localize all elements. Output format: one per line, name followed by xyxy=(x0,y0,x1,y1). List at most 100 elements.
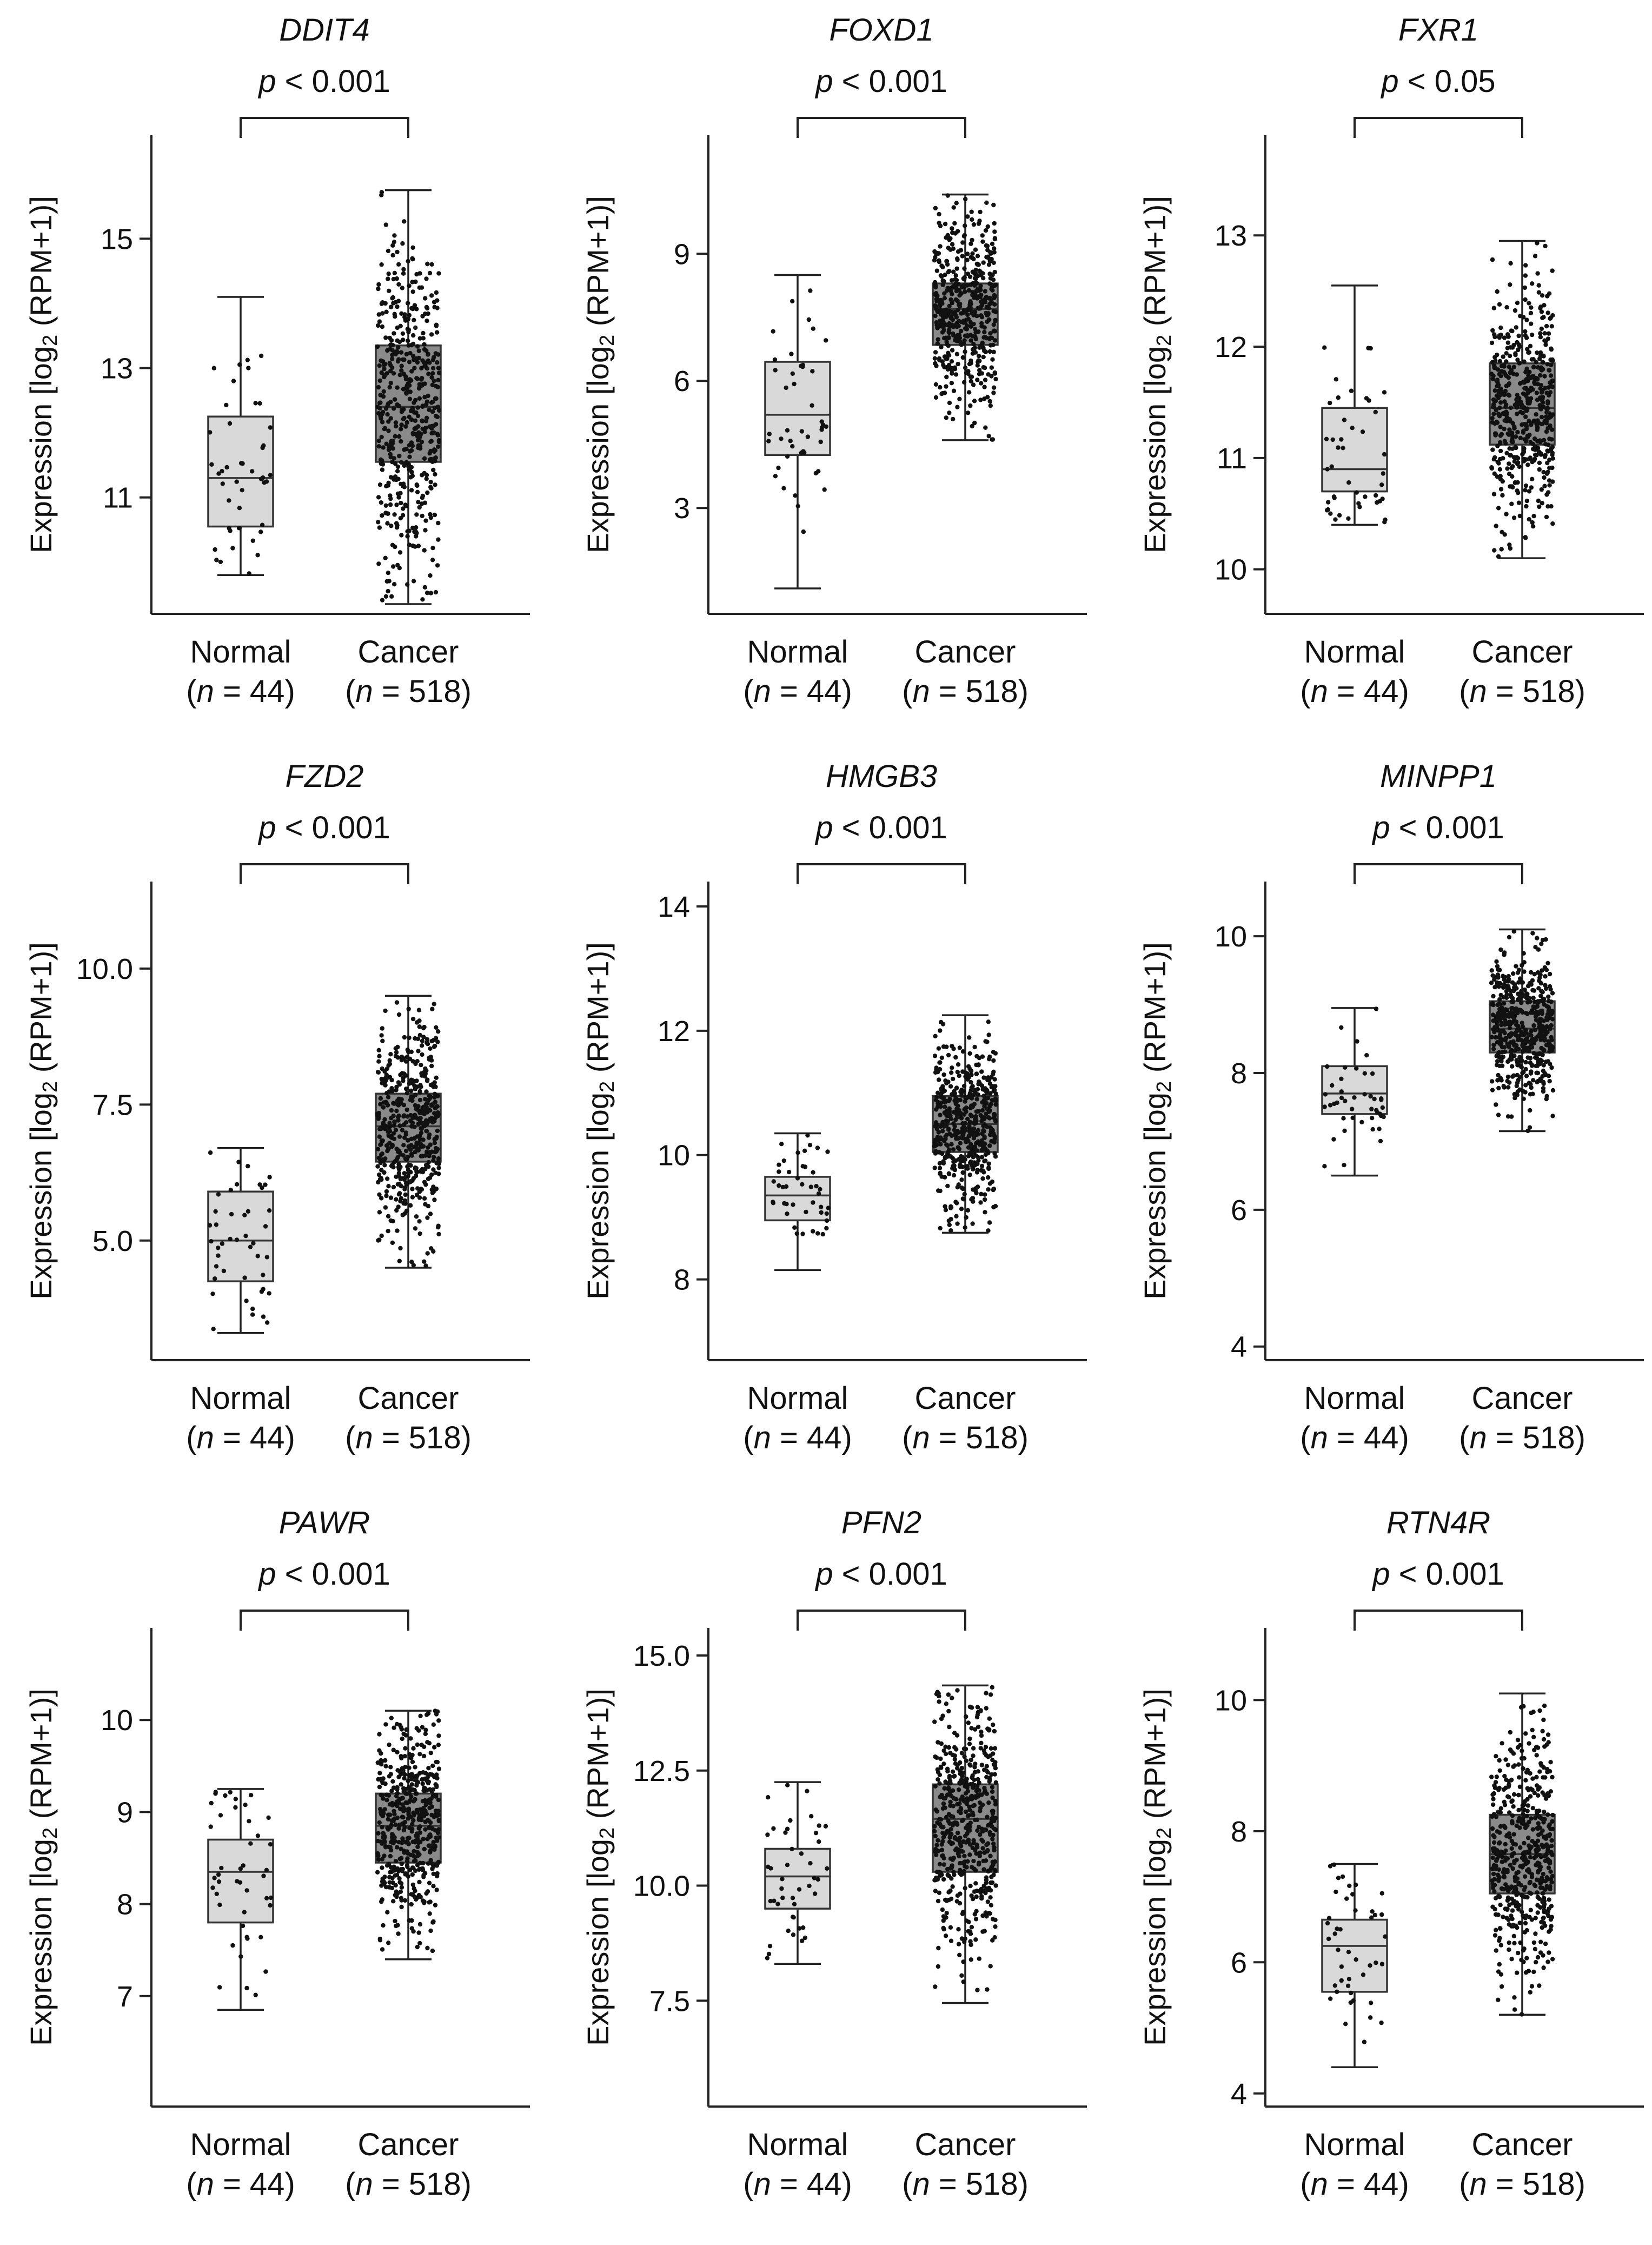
data-point xyxy=(209,462,214,467)
data-point xyxy=(416,544,421,548)
data-point xyxy=(991,1112,997,1117)
data-point xyxy=(1491,492,1497,496)
data-point xyxy=(1353,1908,1358,1913)
data-point xyxy=(402,1187,407,1191)
data-point xyxy=(413,1791,419,1796)
data-point xyxy=(427,407,432,412)
data-point xyxy=(384,579,389,584)
data-point xyxy=(1370,1071,1375,1076)
data-point xyxy=(965,1823,970,1828)
data-point xyxy=(379,193,384,197)
data-point xyxy=(1377,1127,1382,1131)
y-label-subscript: 2 xyxy=(1153,1081,1176,1092)
n-open: ( xyxy=(186,674,196,709)
data-point xyxy=(428,1899,433,1904)
data-point xyxy=(1498,325,1503,330)
data-point xyxy=(989,365,994,370)
p-value-text: < 0.001 xyxy=(833,810,947,845)
data-point xyxy=(1536,1078,1541,1083)
data-point xyxy=(1374,1006,1379,1011)
data-point xyxy=(426,311,430,316)
data-point xyxy=(428,1820,433,1825)
data-point xyxy=(258,1935,263,1939)
data-point xyxy=(1536,1821,1541,1826)
data-point xyxy=(436,520,441,526)
data-point xyxy=(1490,328,1495,333)
data-point xyxy=(381,362,387,368)
data-point xyxy=(984,1764,989,1769)
sample-size-label: (n = 44) xyxy=(743,674,852,709)
data-point xyxy=(405,1047,410,1052)
x-category-normal: Normal xyxy=(1304,1381,1405,1416)
data-point xyxy=(1357,505,1362,509)
data-point xyxy=(943,1155,948,1161)
data-point xyxy=(422,381,427,386)
data-point xyxy=(268,473,273,478)
data-point xyxy=(937,221,941,226)
data-point xyxy=(993,317,998,323)
data-point xyxy=(1350,426,1355,431)
data-point xyxy=(1504,415,1509,420)
data-point xyxy=(991,385,997,390)
data-point xyxy=(431,1884,436,1889)
data-point xyxy=(983,1890,988,1896)
data-point xyxy=(415,376,420,381)
data-point xyxy=(404,1107,409,1112)
data-point xyxy=(427,270,433,276)
data-point xyxy=(946,1692,951,1697)
data-point xyxy=(984,1691,988,1696)
data-point xyxy=(979,1168,984,1173)
data-point xyxy=(377,1784,382,1790)
data-point xyxy=(958,1141,963,1145)
data-point xyxy=(1550,465,1555,471)
data-point xyxy=(395,469,400,474)
data-point xyxy=(1504,512,1509,516)
data-point xyxy=(434,1759,439,1765)
points-cancer xyxy=(1489,241,1556,559)
data-point xyxy=(1511,971,1516,976)
p-symbol: p xyxy=(1371,1557,1390,1592)
data-point xyxy=(950,226,954,231)
data-point xyxy=(982,1104,987,1109)
data-point xyxy=(1545,407,1550,412)
data-point xyxy=(990,1685,994,1690)
data-point xyxy=(1515,1063,1520,1068)
data-point xyxy=(970,1084,975,1089)
data-point xyxy=(1497,1063,1502,1068)
data-point xyxy=(1545,460,1550,466)
data-point xyxy=(413,426,419,431)
data-point xyxy=(767,1944,773,1949)
data-point xyxy=(1511,342,1516,348)
data-point xyxy=(427,1797,432,1802)
data-point xyxy=(1500,1050,1505,1055)
data-point xyxy=(434,1712,439,1717)
data-point xyxy=(429,456,434,462)
data-point xyxy=(811,1229,815,1234)
data-point xyxy=(961,319,966,323)
data-point xyxy=(979,371,984,376)
y-tick-label: 11 xyxy=(103,482,133,514)
data-point xyxy=(972,295,977,300)
data-point xyxy=(1518,976,1523,981)
data-point xyxy=(394,502,399,507)
data-point xyxy=(418,1713,423,1718)
data-point xyxy=(1547,393,1551,398)
data-point xyxy=(409,343,414,348)
data-point xyxy=(977,1956,981,1961)
data-point xyxy=(1369,2001,1374,2005)
data-point xyxy=(430,1763,435,1769)
data-point xyxy=(1506,974,1511,979)
x-category-cancer: Cancer xyxy=(358,1381,459,1416)
data-point xyxy=(432,379,436,383)
data-point xyxy=(385,521,390,526)
x-category-cancer: Cancer xyxy=(358,634,459,670)
data-point xyxy=(953,297,958,302)
data-point xyxy=(814,1184,819,1189)
data-point xyxy=(251,1241,256,1246)
data-point xyxy=(423,426,428,431)
data-point xyxy=(434,290,439,295)
y-tick-label: 3 xyxy=(674,492,690,525)
n-value: = 44) xyxy=(1328,2167,1409,2202)
data-point xyxy=(401,481,406,486)
data-point xyxy=(932,258,937,263)
